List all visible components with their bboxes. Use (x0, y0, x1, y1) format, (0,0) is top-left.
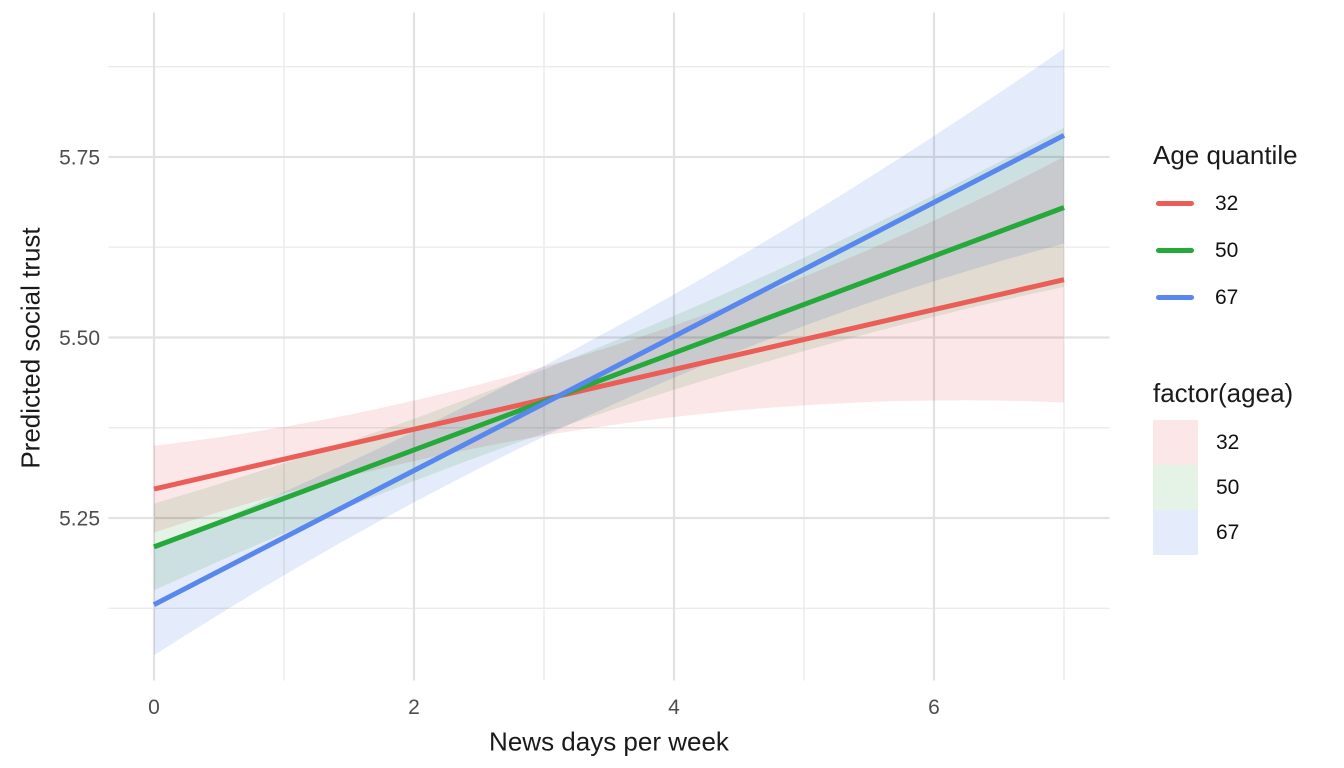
x-tick-label: 6 (928, 696, 940, 719)
legend-age-quantile-title: Age quantile (1153, 140, 1298, 170)
legend-factor-agea-title: factor(agea) (1153, 378, 1294, 408)
x-tick-label: 2 (408, 696, 420, 719)
legend-item-label: 67 (1215, 285, 1239, 309)
legend-fill-swatch (1153, 420, 1198, 465)
tick-labels: 5.25 5.50 5.75 0 2 4 6 (59, 146, 940, 719)
legend-fill-swatch (1153, 510, 1198, 555)
legend-item: 32 (1153, 180, 1298, 227)
confidence-ribbons (154, 48, 1064, 656)
legend-item: 50 (1153, 465, 1293, 510)
legend-age-quantile: Age quantile 32 50 67 (1153, 140, 1298, 321)
legend-item: 50 (1153, 227, 1298, 274)
y-tick-label: 5.25 (59, 508, 100, 531)
trend-lines (152, 133, 1066, 607)
x-tick-label: 4 (668, 696, 680, 719)
legend-item: 67 (1153, 510, 1293, 555)
legend-item-label: 50 (1215, 238, 1239, 262)
minor-gridlines (108, 12, 1110, 681)
trend-line-50 (153, 205, 1065, 550)
y-tick-label: 5.75 (59, 146, 100, 169)
legend-fill-swatch (1153, 465, 1198, 510)
y-axis-title: Predicted social trust (15, 227, 46, 469)
legend-line-swatch (1156, 248, 1194, 253)
x-axis-title: News days per week (489, 726, 729, 757)
legend-line-swatch (1156, 295, 1194, 300)
trend-line-67 (152, 133, 1066, 607)
legend-item-label: 50 (1216, 475, 1240, 499)
x-tick-label: 0 (148, 696, 160, 719)
y-tick-label: 5.50 (59, 327, 100, 350)
legend-factor-agea: factor(agea) 32 50 67 (1153, 378, 1293, 555)
legend-item-label: 67 (1216, 520, 1240, 544)
trend-line-32 (153, 277, 1065, 492)
legend-item-label: 32 (1215, 191, 1239, 215)
legend-item: 67 (1153, 274, 1298, 321)
legend-item: 32 (1153, 420, 1293, 465)
legend-item-label: 32 (1216, 430, 1240, 454)
confidence-ribbon-67 (154, 48, 1064, 656)
legend-line-swatch (1156, 201, 1194, 206)
